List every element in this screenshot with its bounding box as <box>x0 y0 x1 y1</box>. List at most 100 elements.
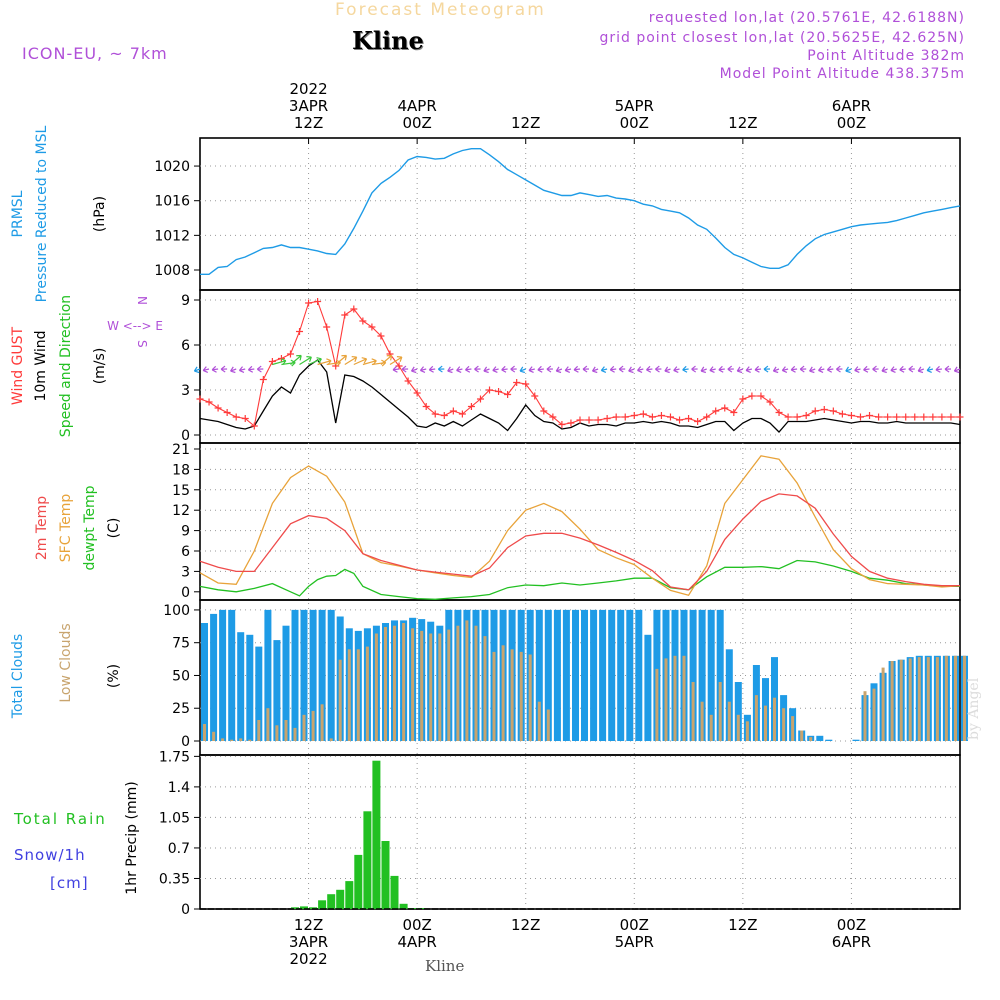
wind-direction-arrow <box>335 354 348 365</box>
y-tick-label-temperature: 3 <box>181 564 190 580</box>
gust-marker <box>359 317 367 325</box>
gust-marker <box>214 404 222 412</box>
wind-arrow-shape <box>238 366 246 373</box>
wind-arrow-shape <box>220 365 228 373</box>
wind-arrow-shape <box>682 365 689 373</box>
low-cloud-bar <box>402 623 406 741</box>
low-cloud-bar <box>284 720 288 741</box>
total-cloud-bar <box>201 623 208 741</box>
total-cloud-bar <box>219 609 227 741</box>
wind-direction-arrow <box>510 365 517 373</box>
wind-arrow-shape <box>908 365 915 373</box>
gust-marker <box>956 413 964 421</box>
wind-arrow-shape <box>618 365 626 373</box>
gust-marker <box>811 407 819 415</box>
gust-marker <box>531 392 539 400</box>
label-dewpt-temp: dewpt Temp <box>82 485 98 570</box>
gust-marker <box>513 379 521 386</box>
wind-arrow-shape <box>419 366 427 373</box>
gust-marker <box>594 416 602 424</box>
gust-marker <box>377 332 385 340</box>
low-cloud-bar <box>347 649 351 741</box>
y-tick-label-wind: 6 <box>181 338 190 354</box>
low-cloud-bar <box>465 620 469 741</box>
gust-marker <box>730 409 738 416</box>
wind-arrow-shape <box>546 365 553 373</box>
low-cloud-bar <box>872 688 876 741</box>
total-cloud-bar <box>210 613 218 741</box>
wind-arrow-shape <box>353 357 368 366</box>
grid-point-coords: grid point closest lon,lat (20.5625E, 42… <box>599 30 965 46</box>
model-altitude: Model Point Altitude 438.375m <box>719 66 965 82</box>
wind-arrow-shape <box>380 354 393 365</box>
total-cloud-bar <box>707 609 715 741</box>
wind-direction-arrow <box>781 366 789 373</box>
location-title: Kline <box>352 26 424 55</box>
total-cloud-bar <box>852 739 860 741</box>
y-tick-label-wind: 3 <box>181 383 190 399</box>
wind-direction-arrow <box>492 366 499 373</box>
low-cloud-bar <box>935 657 939 741</box>
low-cloud-bar <box>791 716 795 741</box>
wind-direction-arrow <box>673 366 680 373</box>
wind-arrow-shape <box>193 366 201 374</box>
low-cloud-bar <box>754 695 758 741</box>
wind-direction-arrow <box>546 365 553 373</box>
time-label-top: 00Z <box>837 114 866 132</box>
wind-direction-arrow <box>564 366 572 373</box>
wind-arrow-shape <box>673 366 680 373</box>
time-label-top: 3APR <box>289 97 328 115</box>
wind-direction-arrow <box>926 366 934 373</box>
wind-arrow-shape <box>555 366 563 374</box>
gust-marker <box>938 413 946 421</box>
wind-arrow-shape <box>591 366 599 374</box>
wind-arrow-shape <box>564 366 572 373</box>
gust-marker <box>739 395 747 403</box>
y-tick-label-precip: 1.75 <box>159 749 190 765</box>
wind-arrow-shape <box>428 365 436 373</box>
gust-marker <box>585 416 593 424</box>
total-cloud-bar <box>716 609 724 741</box>
wind-direction-arrow <box>745 366 753 373</box>
total-cloud-bar <box>635 609 643 741</box>
wind-arrow-shape <box>763 365 771 373</box>
label-speed-direction: Speed and Direction <box>58 295 74 437</box>
total-cloud-bar <box>608 609 616 741</box>
wind-arrow-shape <box>202 366 210 373</box>
gust-marker <box>856 413 864 421</box>
gust-marker <box>648 413 656 421</box>
gust-marker <box>694 418 702 425</box>
gust-marker <box>603 415 611 422</box>
total-cloud-bar <box>318 609 326 741</box>
y-tick-label-precip: 0 <box>181 902 190 918</box>
low-cloud-bar <box>764 705 767 741</box>
time-label-top: 00Z <box>620 114 649 132</box>
wind-direction-arrow <box>256 365 264 373</box>
wind-direction-arrow <box>528 366 535 373</box>
temp-2m-line <box>199 493 960 591</box>
gust-marker <box>820 406 828 413</box>
gust-marker <box>305 299 313 307</box>
wind-arrow-shape <box>573 365 581 373</box>
gust-marker <box>576 416 584 424</box>
wind-arrow-shape <box>799 365 807 373</box>
low-cloud-bar <box>881 667 885 741</box>
gust-marker <box>350 305 358 313</box>
wind-arrow-shape <box>582 365 590 373</box>
low-cloud-bar <box>365 646 369 741</box>
wind-arrow-shape <box>537 365 544 373</box>
wind-direction-arrow <box>790 365 798 373</box>
wind-arrow-shape <box>230 366 237 374</box>
gust-marker <box>766 398 774 406</box>
label-2m-temp: 2m Temp <box>34 496 50 560</box>
compass-east-west: W <--> E <box>107 319 163 333</box>
total-cloud-bar <box>581 609 588 741</box>
wind-direction-arrow <box>447 366 454 374</box>
low-cloud-bar <box>682 655 686 741</box>
wind-arrow-shape <box>628 366 635 374</box>
wind-direction-arrow <box>230 366 237 374</box>
wind-arrow-shape <box>401 365 409 373</box>
low-cloud-bar <box>338 659 342 741</box>
low-cloud-bar <box>320 704 324 741</box>
time-label-bottom: 6APR <box>832 933 871 951</box>
